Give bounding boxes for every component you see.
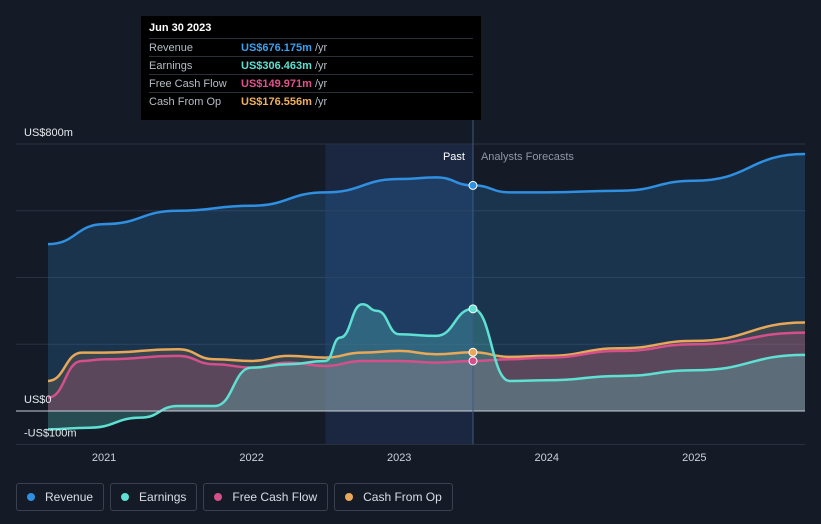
past-label: Past xyxy=(443,151,465,163)
tooltip-label: Free Cash Flow xyxy=(149,77,227,90)
past-shade-region xyxy=(325,144,473,445)
series-area-revenue xyxy=(48,154,805,411)
tooltip-row-free-cash-flow: Free Cash Flow US$149.971m /yr xyxy=(149,74,473,92)
tooltip-row-cash-from-op: Cash From Op US$176.556m /yr xyxy=(149,92,473,110)
x-tick-label: 2021 xyxy=(92,452,116,464)
legend-item-free-cash-flow[interactable]: Free Cash Flow xyxy=(203,483,329,511)
series-line-free-cash-flow xyxy=(47,331,806,399)
y-axis-bottom-label: -US$100m xyxy=(24,427,77,439)
tooltip-value: US$676.175m xyxy=(241,41,312,54)
legend-label: Revenue xyxy=(45,490,94,504)
tooltip-value: US$176.556m xyxy=(241,95,312,108)
x-tick-label: 2022 xyxy=(239,452,263,464)
y-axis-zero-label: US$0 xyxy=(24,394,52,406)
x-tick-label: 2024 xyxy=(535,452,559,464)
legend: Revenue Earnings Free Cash Flow Cash Fro… xyxy=(16,483,453,511)
tooltip-value: US$149.971m xyxy=(241,77,312,90)
series-line-earnings xyxy=(47,302,806,431)
legend-label: Cash From Op xyxy=(363,490,442,504)
legend-label: Free Cash Flow xyxy=(232,490,318,504)
tooltip-unit: /yr xyxy=(314,95,328,108)
legend-dot-icon xyxy=(121,493,130,501)
legend-item-earnings[interactable]: Earnings xyxy=(110,483,198,511)
tooltip-value: US$306.463m xyxy=(241,59,312,72)
legend-label: Earnings xyxy=(139,490,187,504)
series-line-revenue xyxy=(47,152,806,246)
tooltip-label: Earnings xyxy=(149,59,193,72)
highlight-point xyxy=(468,180,478,190)
x-tick-label: 2025 xyxy=(682,452,706,464)
highlight-point xyxy=(468,304,478,314)
tooltip-panel: Jun 30 2023 Revenue US$676.175m /yr Earn… xyxy=(141,16,481,120)
series-area-cash-from-op xyxy=(48,322,805,411)
tooltip-unit: /yr xyxy=(314,77,328,90)
legend-item-cash-from-op[interactable]: Cash From Op xyxy=(334,483,453,511)
tooltip-date: Jun 30 2023 xyxy=(149,22,212,34)
forecast-label: Analysts Forecasts xyxy=(481,151,574,163)
legend-dot-icon xyxy=(345,493,354,501)
highlight-point xyxy=(468,347,478,357)
y-axis-top-label: US$800m xyxy=(24,127,73,139)
series-area-earnings xyxy=(48,304,805,430)
legend-dot-icon xyxy=(214,493,223,501)
highlight-point xyxy=(468,356,478,366)
tooltip-row-revenue: Revenue US$676.175m /yr xyxy=(149,38,473,56)
legend-item-revenue[interactable]: Revenue xyxy=(16,483,105,511)
tooltip-label: Revenue xyxy=(149,41,194,54)
legend-dot-icon xyxy=(27,493,35,501)
tooltip-unit: /yr xyxy=(314,41,328,54)
tooltip-label: Cash From Op xyxy=(149,95,222,108)
tooltip-row-earnings: Earnings US$306.463m /yr xyxy=(149,56,473,74)
x-tick-label: 2023 xyxy=(387,452,411,464)
series-line-cash-from-op xyxy=(47,321,806,383)
tooltip-unit: /yr xyxy=(314,59,328,72)
